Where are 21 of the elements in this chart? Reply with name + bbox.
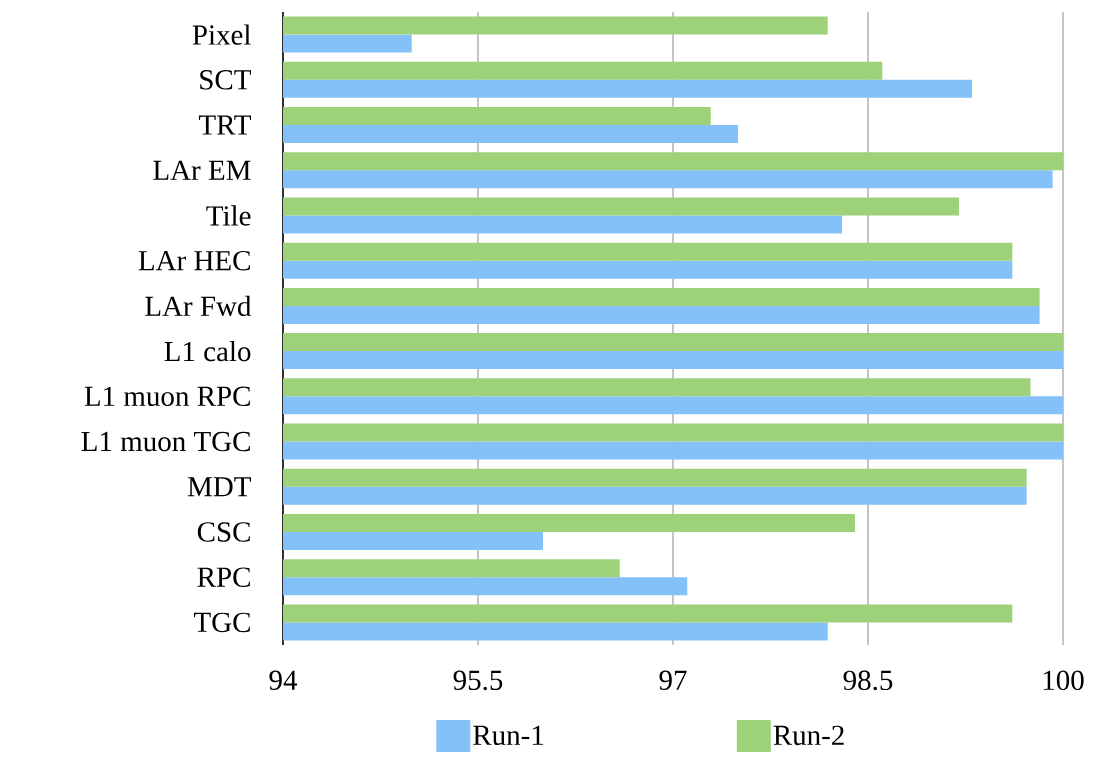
y-tick-label: L1 muon TGC [81,431,250,452]
legend-label: Run-2 [773,725,844,746]
x-tick-label: 97 [659,670,687,691]
legend-label: Run-1 [473,725,544,746]
x-tick-label: 100 [1043,670,1084,691]
y-tick-label: TRT [198,115,251,135]
y-tick-label: RPC [197,567,250,587]
y-tick-label: CSC [197,522,250,542]
y-tick-label: LAr EM [153,160,251,180]
y-tick-label: L1 muon RPC [84,386,250,407]
x-tick-label: 95.5 [453,670,503,691]
x-tick-label: 98.5 [843,670,893,691]
y-tick-label: SCT [200,70,251,90]
y-tick-label: TGC [193,612,250,633]
y-tick-label: Pixel [192,24,251,45]
y-tick-label: LAr Fwd [145,295,252,317]
y-tick-label: MDT [187,477,251,497]
y-tick-label: LAr HEC [138,250,250,271]
y-tick-label: L1 calo [164,340,251,362]
x-tick-label: 94 [269,670,298,691]
y-tick-label: Tile [206,205,251,226]
